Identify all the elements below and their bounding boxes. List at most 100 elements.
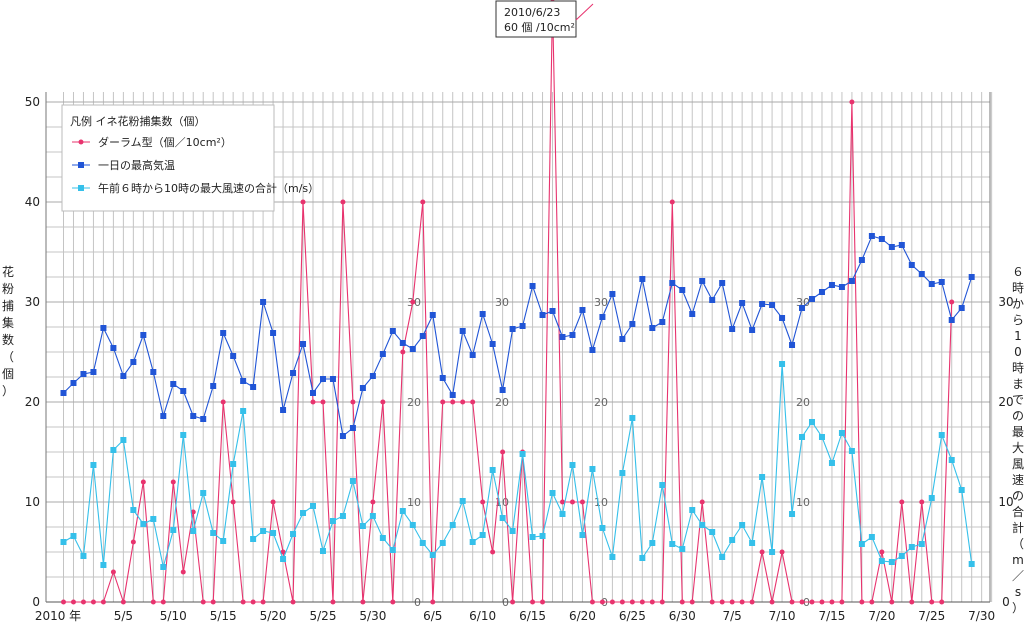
y-right-axis-title-char: の	[1012, 489, 1024, 503]
data-point	[460, 399, 466, 405]
data-point	[389, 547, 396, 553]
data-point	[280, 407, 287, 413]
y-axis-title-char: 花	[2, 264, 14, 279]
data-point	[559, 511, 566, 517]
x-tick-label: 5/20	[260, 609, 287, 623]
data-point	[349, 425, 356, 431]
data-point	[140, 521, 147, 527]
data-point	[838, 284, 845, 290]
data-point	[410, 299, 416, 305]
data-point	[330, 599, 336, 605]
data-point	[749, 540, 756, 546]
data-point	[848, 278, 855, 284]
data-point	[729, 599, 735, 605]
data-point	[799, 305, 806, 311]
data-point	[480, 499, 486, 505]
mid-axis-tick: 20	[407, 396, 421, 409]
data-point	[968, 274, 975, 280]
legend-label: 一日の最高気温	[98, 158, 175, 172]
data-point	[589, 466, 596, 472]
mid-axis-tick: 30	[495, 296, 509, 309]
data-point	[879, 549, 885, 555]
data-point	[858, 257, 865, 263]
y-right-tick-label: 10	[998, 495, 1013, 509]
data-point	[938, 279, 945, 285]
data-point	[659, 599, 665, 605]
data-point	[100, 562, 107, 568]
data-point	[599, 599, 605, 605]
data-point	[679, 546, 686, 552]
y-right-axis-title-char: ま	[1012, 377, 1024, 391]
data-point	[858, 541, 865, 547]
x-tick-label: 6/5	[423, 609, 442, 623]
data-point	[839, 599, 845, 605]
data-point	[250, 599, 256, 605]
data-point	[160, 564, 167, 570]
data-point	[599, 525, 606, 531]
data-point	[869, 599, 875, 605]
data-point	[510, 599, 516, 605]
data-point	[60, 539, 67, 545]
x-tick-label: 7/5	[723, 609, 742, 623]
data-point	[619, 336, 626, 342]
data-point	[899, 499, 905, 505]
x-tick-label: 7/20	[868, 609, 895, 623]
data-point	[849, 99, 855, 105]
data-point	[530, 599, 536, 605]
data-point	[419, 333, 426, 339]
data-point	[220, 399, 226, 405]
annotation-value: 60 個 /10cm²	[504, 21, 575, 34]
data-point	[509, 326, 516, 332]
data-point	[60, 390, 67, 396]
data-point	[908, 262, 915, 268]
mid-axis-tick: 10	[796, 496, 810, 509]
data-point	[679, 287, 686, 293]
data-point	[319, 548, 326, 554]
data-point	[509, 528, 516, 534]
data-point	[579, 307, 586, 313]
data-point	[379, 351, 386, 357]
y-axis-title-char: ）	[2, 384, 14, 398]
axes: 0 10 20 30 40 50 0 10 20 30 2010 年 5/5 5/10 5/15 5/20 5…	[25, 92, 1014, 623]
mid-axis-tick: 10	[407, 496, 421, 509]
data-point	[150, 599, 156, 605]
data-point	[130, 539, 136, 545]
data-point	[739, 522, 746, 528]
data-point	[440, 399, 446, 405]
data-point	[639, 555, 646, 561]
data-point	[390, 599, 396, 605]
data-point	[699, 278, 706, 284]
data-point	[669, 199, 675, 205]
data-point	[739, 599, 745, 605]
data-point	[549, 490, 556, 496]
data-point	[719, 554, 726, 560]
annotation-leader	[575, 3, 594, 21]
data-point	[799, 599, 805, 605]
data-point	[339, 433, 346, 439]
x-tick-label: 7/25	[918, 609, 945, 623]
data-point	[779, 549, 785, 555]
data-point	[709, 297, 716, 303]
data-point	[679, 599, 685, 605]
data-point	[170, 527, 177, 533]
data-point	[749, 327, 756, 333]
x-tick-label: 6/10	[469, 609, 496, 623]
series-layer	[60, 0, 975, 605]
y-right-axis-title-char: ら	[1012, 313, 1024, 327]
data-point	[220, 330, 227, 336]
data-point	[70, 533, 77, 539]
data-point	[250, 384, 257, 390]
data-point	[629, 599, 635, 605]
y-axis-title-char: 捕	[2, 298, 14, 313]
data-point	[170, 479, 176, 485]
data-point	[310, 390, 316, 396]
legend-box	[61, 104, 275, 212]
data-point	[619, 470, 626, 476]
data-point	[100, 599, 106, 605]
data-point	[809, 419, 815, 425]
data-point	[260, 299, 267, 305]
data-point	[280, 556, 287, 562]
data-point	[500, 449, 506, 455]
data-point	[380, 399, 386, 405]
legend-marker	[78, 162, 84, 168]
